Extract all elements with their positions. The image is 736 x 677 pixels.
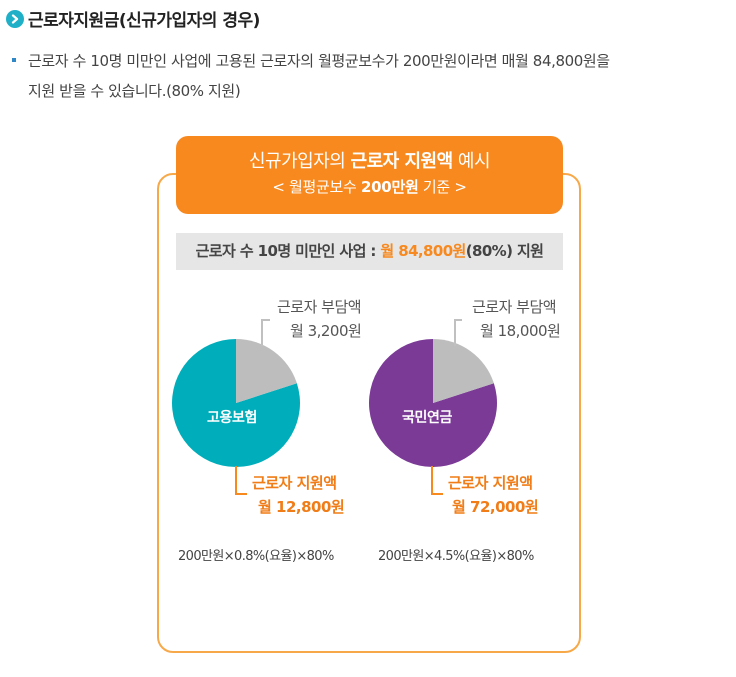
pie-employment-insurance-worker-slice <box>236 339 297 403</box>
pie-national-pension-worker-slice <box>433 339 494 403</box>
example-banner: 신규가입자의 근로자 지원액 예시 < 월평균보수 200만원 기준 > <box>176 136 563 214</box>
summary-bar: 근로자 수 10명 미만인 사업 : 월 84,800원(80%) 지원 <box>176 233 563 270</box>
worker-burden-label-1: 근로자 부담액 <box>277 298 362 316</box>
worker-support-amount-2: 월 72,000원 <box>452 498 539 516</box>
pie-national-pension-support-slice <box>369 339 498 467</box>
worker-burden-label-2: 근로자 부담액 <box>472 298 557 316</box>
leader-line-worker-1 <box>261 319 270 346</box>
formula-2: 200만원×4.5%(요율)×80% <box>378 549 534 564</box>
worker-burden-amount-2: 월 18,000원 <box>480 322 561 340</box>
formula-1: 200만원×0.8%(요율)×80% <box>178 549 334 564</box>
chevron-right-icon <box>6 9 24 28</box>
description-line-1: 근로자 수 10명 미만인 사업에 고용된 근로자의 월평균보수가 200만원이… <box>28 52 610 70</box>
banner-subtitle: < 월평균보수 200만원 기준 > <box>272 178 467 196</box>
description-line-2: 지원 받을 수 있습니다.(80% 지원) <box>28 82 241 100</box>
summary-highlight: 월 84,800원 <box>380 242 466 260</box>
worker-burden-amount-1: 월 3,200원 <box>290 322 362 340</box>
banner-title: 신규가입자의 근로자 지원액 예시 <box>248 151 491 172</box>
worker-support-amount-1: 월 12,800원 <box>258 498 345 516</box>
heading-title: 근로자지원금(신규가입자의 경우) <box>28 11 260 31</box>
description-paragraph: 근로자 수 10명 미만인 사업에 고용된 근로자의 월평균보수가 200만원이… <box>12 46 727 106</box>
leader-line-worker-2 <box>454 319 462 346</box>
worker-support-label-1: 근로자 지원액 <box>252 474 337 492</box>
worker-support-label-2: 근로자 지원액 <box>448 474 533 492</box>
pie-name-employment-insurance: 고용보험 <box>207 410 257 426</box>
leader-line-support-1 <box>235 466 247 495</box>
pie-employment-insurance-support-slice <box>172 339 301 467</box>
pie-name-national-pension: 국민연금 <box>402 410 452 426</box>
leader-line-support-2 <box>431 466 443 495</box>
bullet-icon <box>12 58 16 62</box>
section-heading: 근로자지원금(신규가입자의 경우) <box>6 6 260 31</box>
